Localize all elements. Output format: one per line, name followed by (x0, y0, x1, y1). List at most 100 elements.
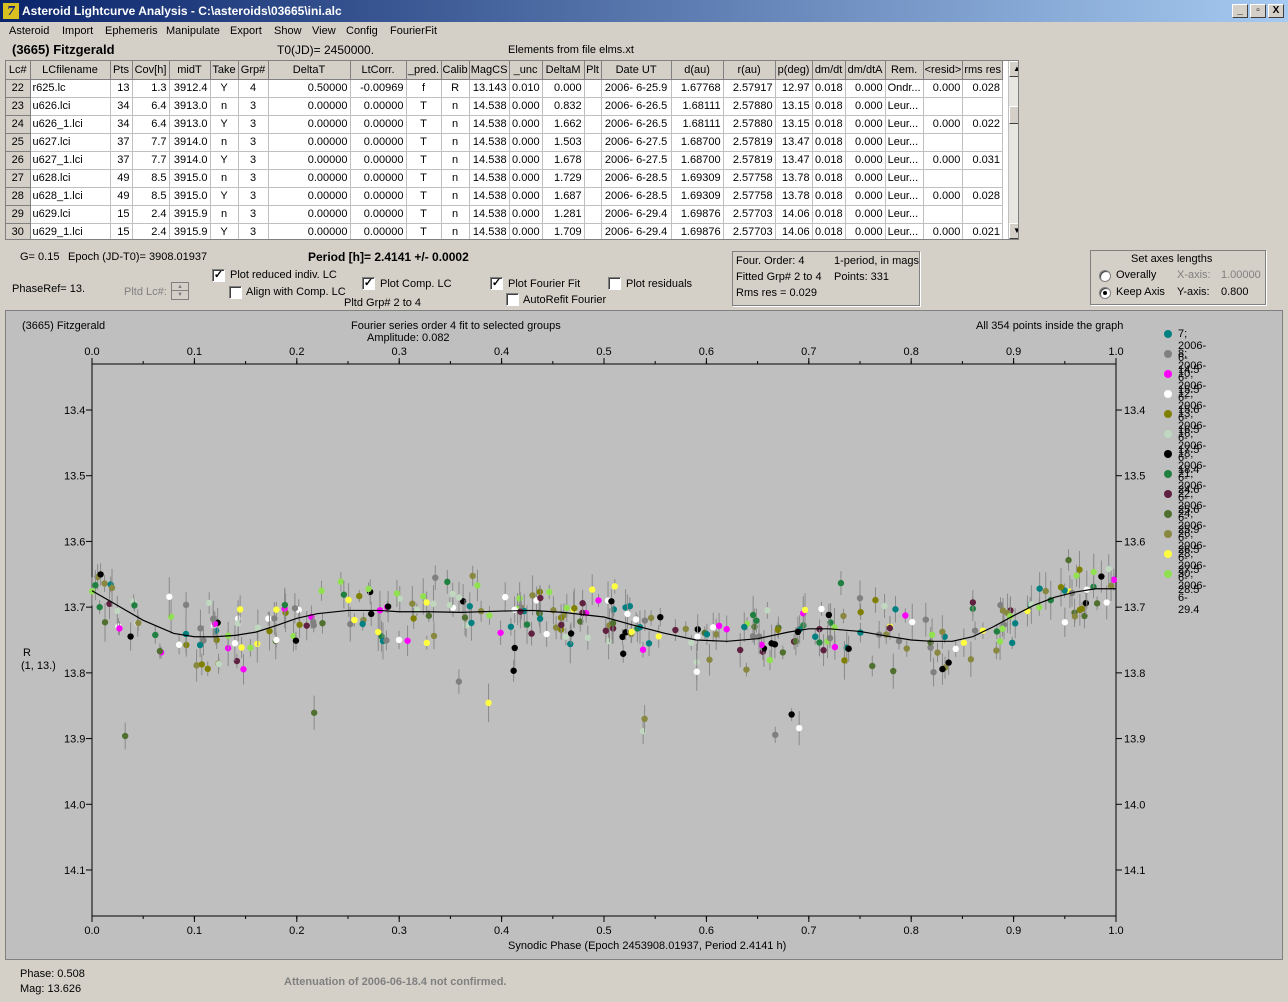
table-cell[interactable] (584, 151, 602, 170)
table-cell[interactable]: 0.00000 (268, 223, 351, 239)
table-cell[interactable]: 0.000 (923, 223, 964, 239)
column-header[interactable]: Date UT (601, 61, 672, 80)
table-cell[interactable]: 2006- 6-29.4 (601, 205, 672, 224)
table-cell[interactable]: 3912.4 (169, 79, 211, 98)
table-cell[interactable]: 0.000 (509, 205, 543, 224)
row-number[interactable]: 27 (6, 169, 31, 188)
table-cell[interactable]: T (406, 115, 442, 134)
table-cell[interactable]: 0.000 (845, 205, 886, 224)
table-cell[interactable]: 13.15 (775, 97, 813, 116)
keep-axis-radio[interactable] (1099, 287, 1111, 299)
table-cell[interactable]: 2006- 6-26.5 (601, 97, 672, 116)
table-cell[interactable]: r625.lc (30, 79, 111, 98)
table-cell[interactable]: 0.000 (509, 223, 543, 239)
table-cell[interactable]: n (441, 133, 470, 152)
table-cell[interactable]: 0.018 (812, 79, 846, 98)
table-cell[interactable]: 0.000 (845, 133, 886, 152)
autorefit-checkbox[interactable] (506, 293, 519, 306)
table-cell[interactable] (584, 97, 602, 116)
table-cell[interactable]: 14.06 (775, 205, 813, 224)
table-cell[interactable]: n (441, 97, 470, 116)
table-cell[interactable]: 3915.9 (169, 223, 211, 239)
overally-radio[interactable] (1099, 270, 1111, 282)
column-header[interactable]: Grp# (238, 61, 269, 80)
menu-import[interactable]: Import (62, 25, 94, 37)
table-cell[interactable]: Y (210, 223, 239, 239)
table-cell[interactable]: 1.281 (542, 205, 585, 224)
menu-config[interactable]: Config (346, 25, 378, 37)
table-cell[interactable] (962, 97, 1003, 116)
column-header[interactable]: Rem. (885, 61, 924, 80)
table-cell[interactable]: 0.018 (812, 133, 846, 152)
row-number[interactable]: 23 (6, 97, 31, 116)
table-cell[interactable]: 37 (110, 133, 133, 152)
table-cell[interactable]: n (210, 133, 239, 152)
table-cell[interactable]: T (406, 97, 442, 116)
table-cell[interactable]: u629.lci (30, 205, 111, 224)
table-cell[interactable]: u627_1.lci (30, 151, 111, 170)
row-number[interactable]: 22 (6, 79, 31, 98)
table-cell[interactable]: 0.832 (542, 97, 585, 116)
table-cell[interactable]: 8.5 (132, 187, 170, 206)
column-header[interactable]: MagCS (469, 61, 510, 80)
table-cell[interactable]: 2006- 6-25.9 (601, 79, 672, 98)
table-cell[interactable]: 13.15 (775, 115, 813, 134)
table-cell[interactable]: 3 (238, 97, 269, 116)
table-cell[interactable]: 1.687 (542, 187, 585, 206)
column-header[interactable]: _pred. (406, 61, 442, 80)
table-cell[interactable] (584, 187, 602, 206)
table-cell[interactable]: 15 (110, 205, 133, 224)
table-cell[interactable]: 0.018 (812, 169, 846, 188)
column-header[interactable]: dm/dt (812, 61, 846, 80)
table-cell[interactable]: 3915.9 (169, 205, 211, 224)
table-cell[interactable]: 3914.0 (169, 151, 211, 170)
table-cell[interactable]: 0.00000 (350, 115, 407, 134)
table-cell[interactable]: 0.022 (962, 115, 1003, 134)
table-cell[interactable] (584, 79, 602, 98)
table-scrollbar[interactable]: ▲ ▼ (1008, 61, 1018, 239)
table-cell[interactable]: 2.57703 (723, 223, 776, 239)
scroll-down-button[interactable]: ▼ (1009, 223, 1018, 239)
table-cell[interactable] (923, 97, 964, 116)
table-cell[interactable]: 13.143 (469, 79, 510, 98)
plot-residuals-checkbox[interactable] (608, 277, 621, 290)
table-cell[interactable]: 1.68111 (671, 97, 724, 116)
table-cell[interactable]: 7.7 (132, 151, 170, 170)
table-cell[interactable]: 0.00000 (350, 205, 407, 224)
table-cell[interactable]: Y (210, 115, 239, 134)
table-cell[interactable]: u628.lci (30, 169, 111, 188)
table-cell[interactable]: 2.4 (132, 223, 170, 239)
table-cell[interactable]: 0.000 (509, 169, 543, 188)
table-cell[interactable]: 1.68111 (671, 115, 724, 134)
column-header[interactable]: d(au) (671, 61, 724, 80)
table-cell[interactable]: 2.57758 (723, 187, 776, 206)
maximize-button[interactable]: ▫ (1250, 4, 1266, 18)
table-cell[interactable]: 0.018 (812, 187, 846, 206)
table-cell[interactable] (923, 169, 964, 188)
table-cell[interactable]: 2006- 6-29.4 (601, 223, 672, 239)
table-cell[interactable]: R (441, 79, 470, 98)
table-cell[interactable]: 0.00000 (350, 187, 407, 206)
table-cell[interactable]: 2006- 6-28.5 (601, 187, 672, 206)
table-cell[interactable]: 0.018 (812, 205, 846, 224)
table-cell[interactable]: n (210, 169, 239, 188)
table-cell[interactable]: 3 (238, 205, 269, 224)
row-number[interactable]: 28 (6, 187, 31, 206)
column-header[interactable]: _unc (509, 61, 543, 80)
table-cell[interactable]: Ondr... (885, 79, 924, 98)
table-cell[interactable]: 0.000 (845, 115, 886, 134)
table-cell[interactable]: 0.000 (845, 223, 886, 239)
table-cell[interactable]: 1.503 (542, 133, 585, 152)
table-cell[interactable]: 0.028 (962, 187, 1003, 206)
table-cell[interactable]: 14.538 (469, 223, 510, 239)
table-cell[interactable]: 3915.0 (169, 169, 211, 188)
table-cell[interactable]: 0.000 (509, 97, 543, 116)
row-number[interactable]: 29 (6, 205, 31, 224)
table-cell[interactable]: u627.lci (30, 133, 111, 152)
table-cell[interactable]: n (210, 97, 239, 116)
table-cell[interactable]: n (441, 169, 470, 188)
table-cell[interactable]: 14.538 (469, 133, 510, 152)
table-cell[interactable]: 0.00000 (268, 115, 351, 134)
table-cell[interactable]: 1.709 (542, 223, 585, 239)
